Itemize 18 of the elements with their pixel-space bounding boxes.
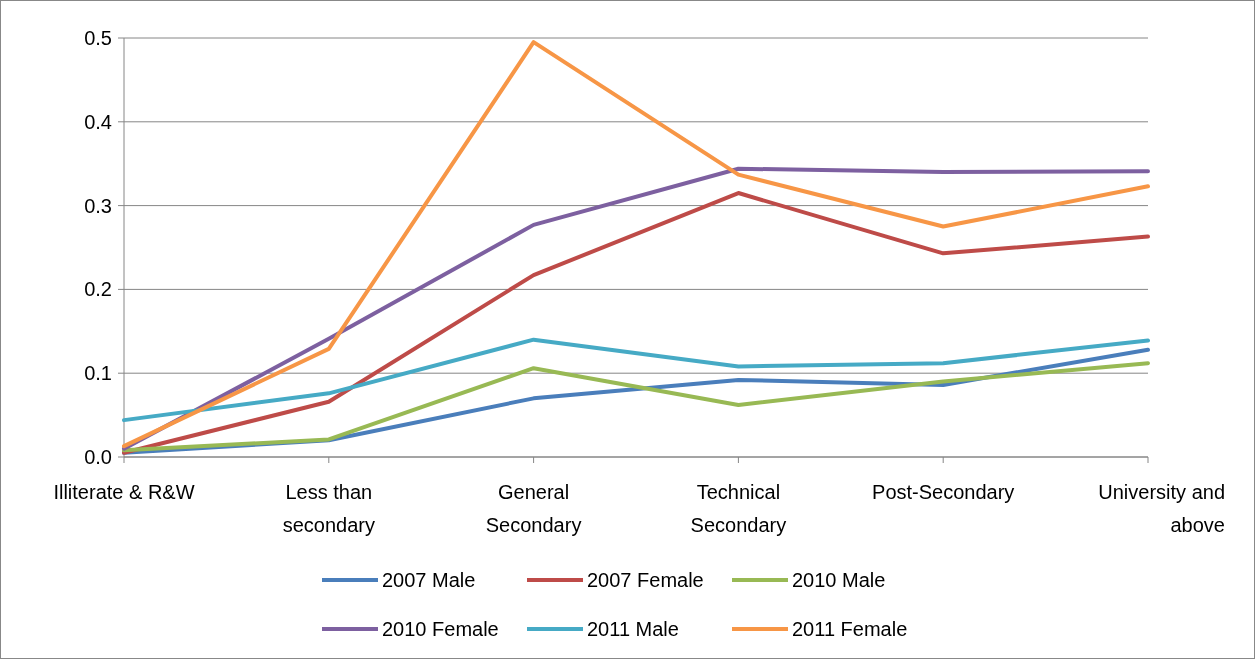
legend-label: 2011 Male <box>587 618 679 640</box>
y-tick-label: 0.5 <box>84 27 112 49</box>
x-tick-label: Post-Secondary <box>872 481 1015 503</box>
y-tick-label: 0.2 <box>84 278 112 301</box>
y-tick-label: 0.1 <box>84 362 112 385</box>
y-tick-label: 0.4 <box>84 110 112 133</box>
x-tick-label: Technical Secondary <box>690 481 787 536</box>
x-tick-label: General Secondary <box>485 481 582 536</box>
legend-label: 2010 Male <box>792 569 886 591</box>
legend-label: 2007 Female <box>587 569 704 591</box>
y-tick-label: 0.0 <box>84 446 112 468</box>
legend-label: 2007 Male <box>382 569 476 591</box>
x-tick-label: Less than secondary <box>282 481 375 536</box>
x-tick-label: University and above <box>1098 481 1225 536</box>
legend-label: 2011 Female <box>792 618 908 640</box>
y-tick-label: 0.3 <box>84 194 112 217</box>
x-tick-label: Illiterate & R&W <box>53 481 195 503</box>
legend-label: 2010 Female <box>382 618 499 640</box>
